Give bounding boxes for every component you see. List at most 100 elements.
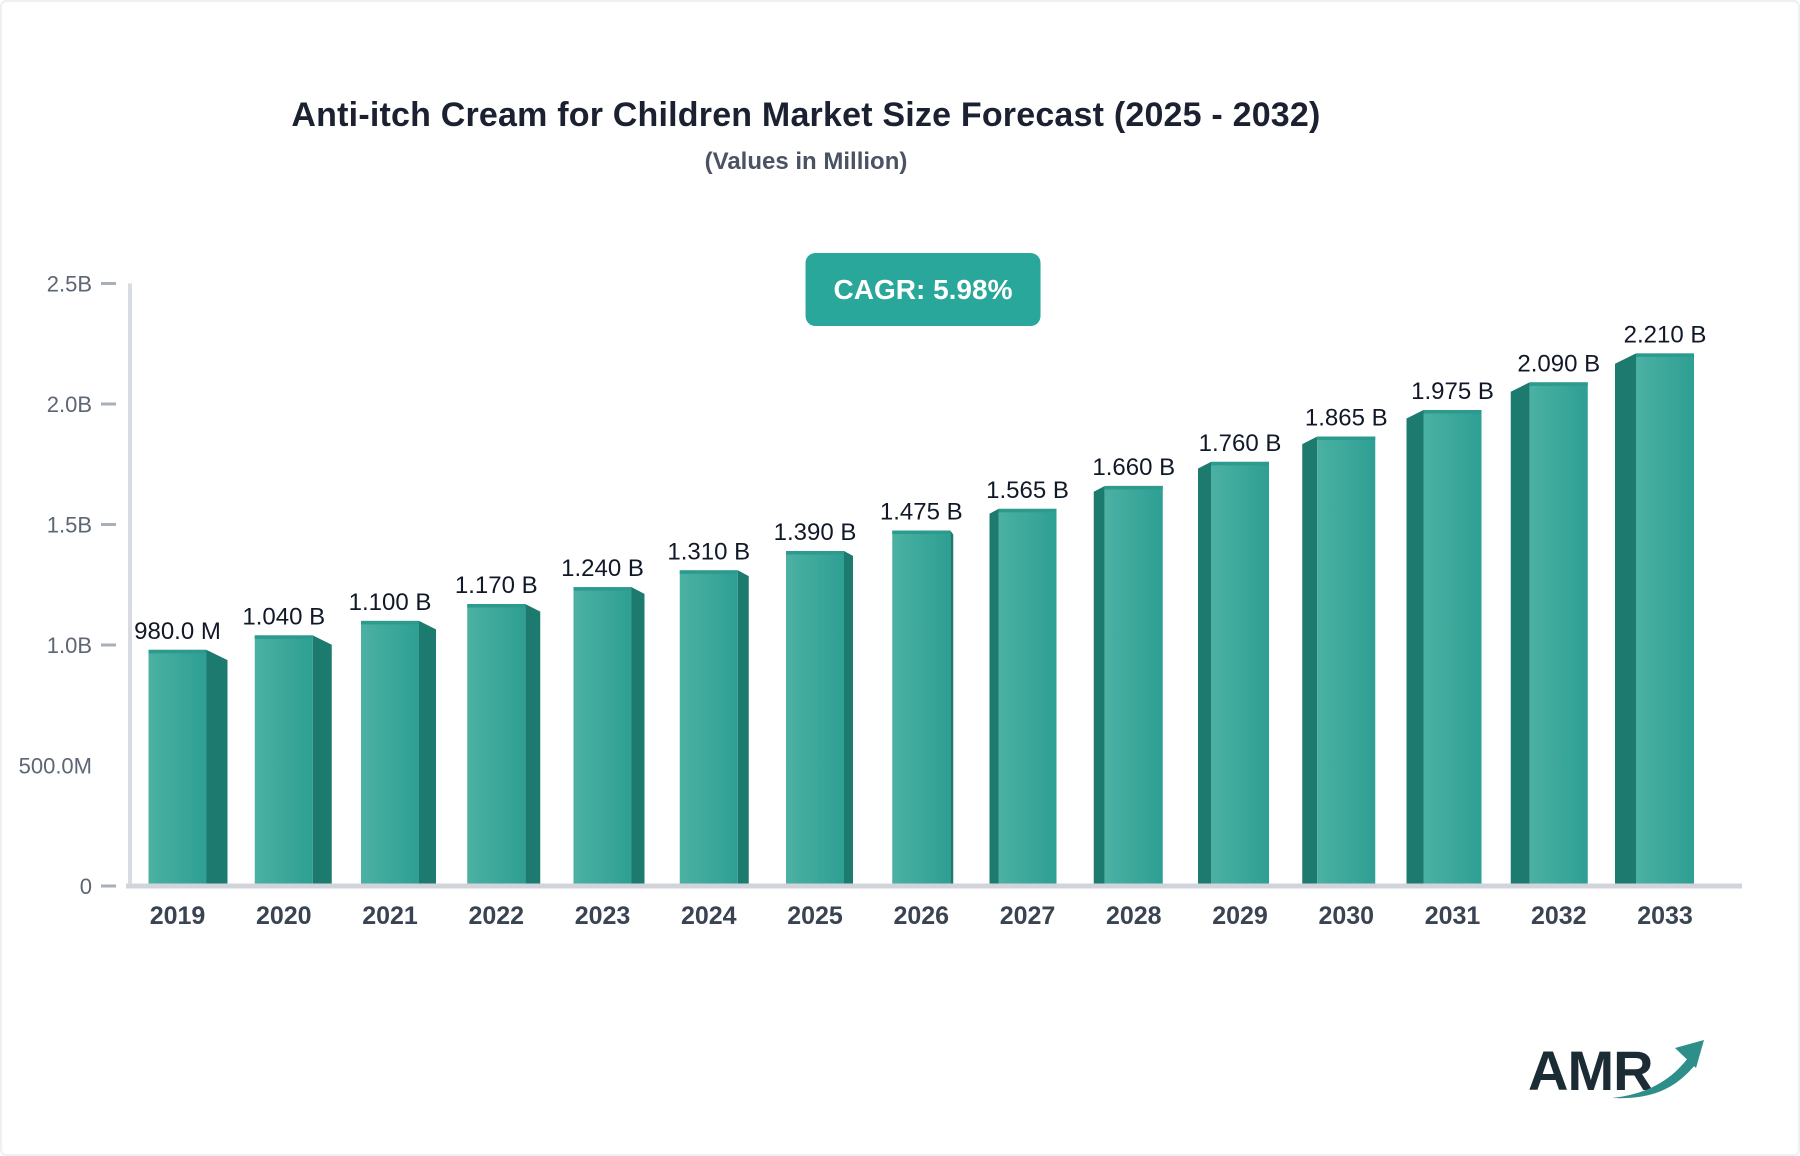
- bar-front-face: [786, 551, 844, 886]
- y-tick-label: 1.5B: [47, 513, 92, 538]
- x-tick-label-2033: 2033: [1637, 902, 1693, 930]
- x-tick-label-2022: 2022: [468, 902, 524, 930]
- bar-front-face: [1636, 353, 1694, 886]
- bar-side-face: [950, 530, 954, 886]
- bar-group-2030[interactable]: 1.865 B: [1302, 405, 1388, 886]
- bar-group-2019[interactable]: 980.0 M: [134, 618, 228, 886]
- bar-value-label: 1.040 B: [242, 603, 325, 630]
- bar-side-face: [206, 649, 228, 886]
- bar-group-2022[interactable]: 1.170 B: [455, 572, 541, 886]
- y-tick-label: 2.5B: [47, 272, 92, 297]
- bar-front-face: [254, 635, 313, 886]
- bar-value-label: 1.865 B: [1305, 405, 1388, 432]
- x-tick-label-2026: 2026: [893, 902, 949, 930]
- bar-top-edge: [467, 604, 526, 608]
- bar-value-label: 1.310 B: [667, 538, 750, 565]
- x-tick-label-2019: 2019: [150, 902, 206, 930]
- x-tick-label-2028: 2028: [1106, 902, 1162, 930]
- bar-value-label: 2.210 B: [1624, 321, 1707, 348]
- bar-top-edge: [786, 551, 844, 555]
- x-tick-label-2021: 2021: [362, 902, 418, 930]
- y-tick-label: 2.0B: [47, 392, 92, 417]
- bars: 980.0 M 1.040 B 1.100 B 1.170 B 1.240 B 1.310…: [134, 321, 1706, 886]
- x-tick-label-2027: 2027: [1000, 902, 1056, 930]
- bar-side-face: [631, 587, 645, 886]
- bar-top-edge: [1317, 436, 1376, 441]
- bar-value-label: 980.0 M: [134, 618, 221, 645]
- bar-value-label: 1.240 B: [561, 555, 644, 582]
- bar-top-edge: [254, 635, 313, 639]
- x-tick-label-2030: 2030: [1318, 902, 1374, 930]
- bar-group-2020[interactable]: 1.040 B: [242, 603, 332, 886]
- logo-arrow-icon: [1612, 1040, 1704, 1099]
- bar-value-label: 1.100 B: [349, 589, 432, 616]
- bar-front-face: [361, 620, 419, 886]
- bar-group-2027[interactable]: 1.565 B: [986, 477, 1069, 886]
- bar-value-label: 1.475 B: [880, 499, 963, 526]
- bar-side-face: [419, 620, 436, 886]
- y-tick-mark: [101, 402, 116, 406]
- bar-front-face: [679, 570, 738, 886]
- y-tick-label: 1.0B: [47, 633, 92, 658]
- bar-top-edge: [679, 570, 738, 574]
- bar-front-face: [467, 604, 526, 886]
- y-tick-label: 0: [80, 874, 92, 899]
- y-tick-mark: [101, 884, 116, 888]
- bar-side-face: [525, 604, 541, 886]
- bar-top-edge: [1636, 353, 1694, 357]
- y-tick-label: 500.0M: [19, 754, 92, 779]
- bar-group-2029[interactable]: 1.760 B: [1198, 430, 1281, 886]
- bar-group-2021[interactable]: 1.100 B: [349, 589, 436, 886]
- bar-top-edge: [1211, 461, 1269, 466]
- y-axis: 2.5B 2.0B 1.5B 1.0B 500.0M 0: [19, 272, 132, 899]
- bar-value-label: 1.760 B: [1199, 430, 1282, 457]
- bar-side-face: [989, 508, 999, 886]
- bar-value-label: 1.660 B: [1092, 454, 1175, 481]
- bar-top-edge: [573, 587, 632, 591]
- bar-front-face: [148, 649, 207, 886]
- bar-top-edge: [1104, 485, 1163, 490]
- bar-front-face: [998, 508, 1057, 886]
- bar-top-edge: [361, 620, 419, 625]
- y-tick-mark: [101, 643, 116, 647]
- bar-side-face: [1406, 410, 1424, 886]
- bar-side-face: [737, 570, 749, 886]
- bar-group-2032[interactable]: 2.090 B: [1510, 350, 1600, 886]
- bar-group-2025[interactable]: 1.390 B: [774, 519, 857, 886]
- bar-top-edge: [1529, 382, 1588, 386]
- amr-logo: AMR: [1528, 1030, 1718, 1122]
- bar-group-2028[interactable]: 1.660 B: [1092, 454, 1175, 886]
- bar-group-2033[interactable]: 2.210 B: [1615, 321, 1706, 886]
- y-tick-mark: [101, 523, 116, 526]
- bar-group-2031[interactable]: 1.975 B: [1406, 378, 1494, 886]
- chart-subtitle: (Values in Million): [704, 148, 908, 175]
- x-axis: 2019 2020 2021 2022 2023 2024 2025 2026 2027 2028…: [150, 902, 1693, 930]
- bar-top-edge: [148, 649, 207, 654]
- bar-front-face: [1317, 436, 1376, 886]
- bar-top-edge: [998, 508, 1057, 513]
- bar-front-face: [1211, 461, 1269, 886]
- bar-side-face: [1510, 382, 1530, 886]
- bar-group-2023[interactable]: 1.240 B: [561, 555, 645, 886]
- bar-front-face: [1423, 410, 1482, 886]
- bar-group-2026[interactable]: 1.475 B: [880, 499, 963, 886]
- bar-value-label: 1.975 B: [1411, 378, 1494, 405]
- bar-side-face: [312, 635, 332, 886]
- bar-side-face: [1198, 461, 1211, 886]
- bar-top-edge: [892, 530, 951, 535]
- bar-front-face: [1104, 485, 1163, 886]
- bar-front-face: [892, 530, 951, 886]
- chart-title: Anti-itch Cream for Children Market Size…: [291, 96, 1321, 134]
- bar-side-face: [1615, 353, 1636, 886]
- bar-group-2024[interactable]: 1.310 B: [667, 538, 750, 886]
- bar-value-label: 2.090 B: [1517, 350, 1600, 377]
- x-axis-line: [126, 883, 1742, 889]
- amr-logo-text: AMR: [1528, 1039, 1653, 1102]
- bar-top-edge: [1423, 410, 1482, 414]
- cagr-badge: CAGR: 5.98%: [805, 253, 1041, 326]
- x-tick-label-2024: 2024: [681, 902, 737, 930]
- bar-front-face: [573, 587, 632, 886]
- bar-side-face: [1093, 485, 1105, 886]
- x-tick-label-2029: 2029: [1212, 902, 1268, 930]
